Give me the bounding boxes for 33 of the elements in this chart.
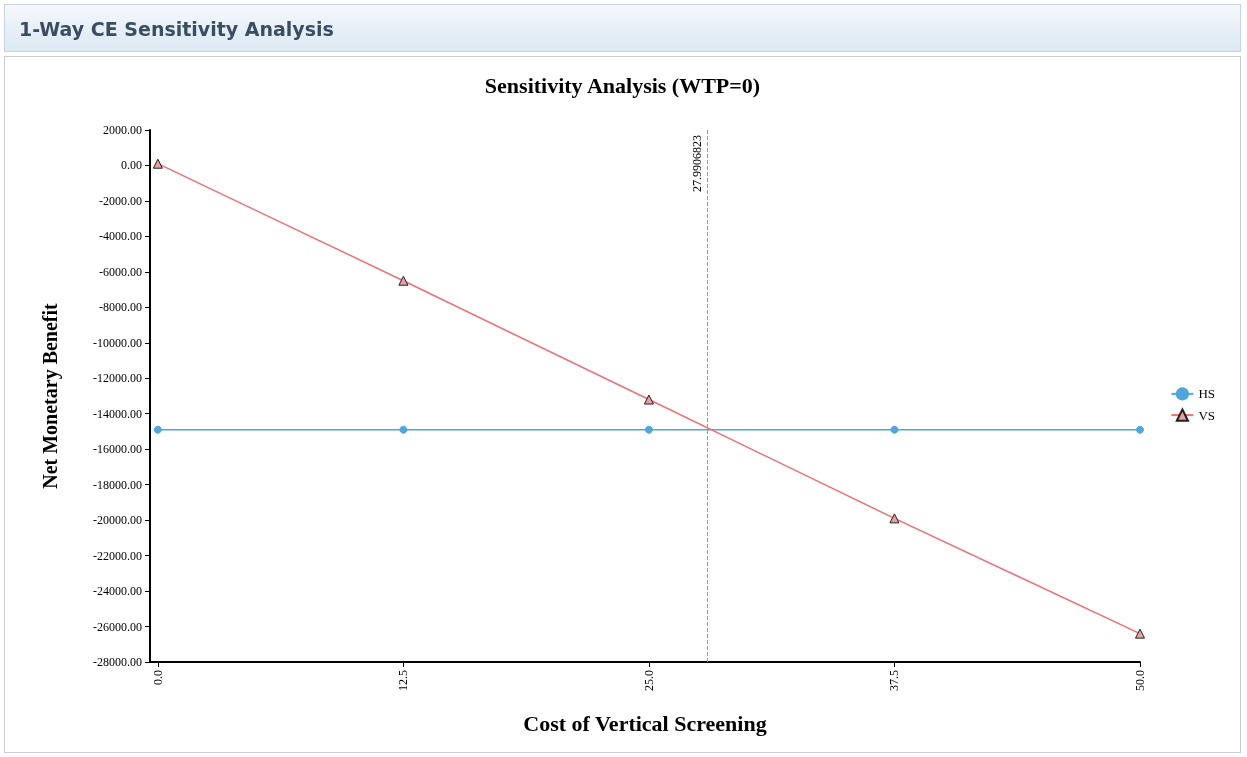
point (399, 425, 408, 434)
y-tick-label: -14000.00 (93, 406, 142, 421)
y-tick-label: -24000.00 (93, 584, 142, 599)
x-tick-label: 12.5 (396, 670, 411, 691)
y-tick-label: -12000.00 (93, 371, 142, 386)
y-axis-title: Net Monetary Benefit (39, 302, 62, 489)
ref-line-label: 27.9906823 (689, 135, 704, 192)
x-tick-label: 0.0 (150, 670, 165, 685)
chart-title: 1-Way CE Sensitivity Analysis (4, 4, 1241, 52)
y-tick-label: -4000.00 (99, 229, 142, 244)
legend-label: HS (1198, 386, 1216, 402)
x-tick-label: 37.5 (887, 670, 902, 691)
legend-label: VS (1198, 407, 1216, 423)
chart-subtitle: Sensitivity Analysis (WTP=0) (484, 72, 761, 98)
y-tick-label: -16000.00 (93, 442, 142, 457)
point (890, 425, 899, 434)
x-axis-title: Cost of Vertical Screening (523, 710, 767, 736)
y-tick-label: -6000.00 (99, 264, 142, 279)
x-tick-label: 25.0 (641, 670, 656, 691)
point (644, 425, 653, 434)
y-tick-label: -10000.00 (93, 335, 142, 350)
y-tick-label: -20000.00 (93, 513, 142, 528)
y-tick-label: -22000.00 (93, 548, 142, 563)
y-tick-label: -18000.00 (93, 477, 142, 492)
y-tick-label: -2000.00 (99, 193, 142, 208)
point (1136, 425, 1144, 434)
y-tick-label: -26000.00 (93, 619, 142, 634)
y-tick-label: -8000.00 (99, 300, 142, 315)
y-tick-label: 0.00 (121, 158, 142, 173)
y-tick-label: 2000.00 (103, 123, 142, 137)
point (153, 425, 162, 434)
x-tick-label: 50.0 (1133, 670, 1147, 691)
y-tick-label: -28000.00 (93, 655, 142, 669)
